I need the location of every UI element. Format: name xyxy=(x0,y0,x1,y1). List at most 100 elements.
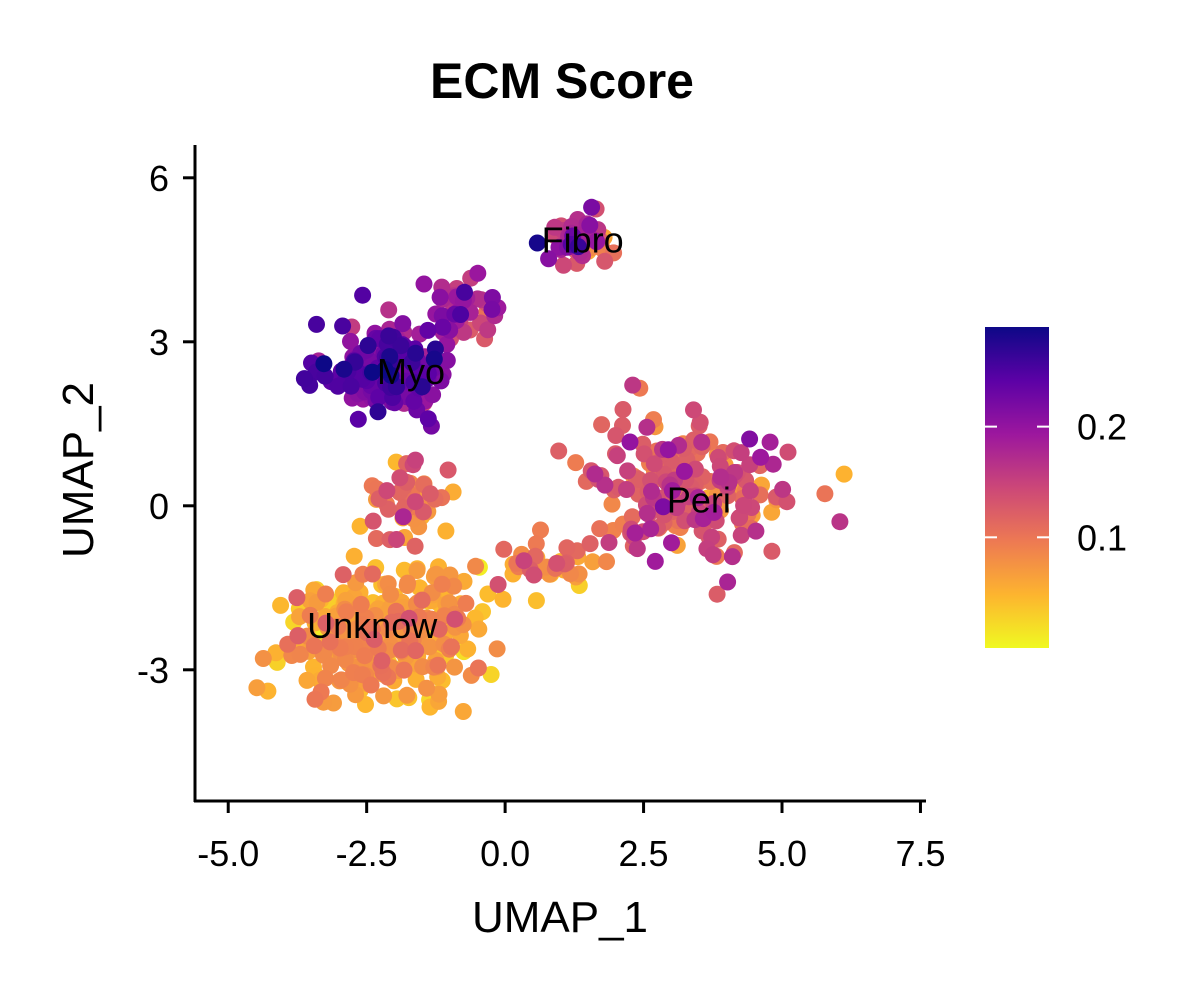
scatter-point xyxy=(593,416,611,434)
scatter-point xyxy=(406,537,424,555)
cluster-label-fibro: Fibro xyxy=(542,220,624,261)
scatter-point xyxy=(298,671,316,689)
scatter-point xyxy=(708,585,726,603)
scatter-point xyxy=(467,557,485,575)
scatter-point xyxy=(391,469,409,487)
scatter-point xyxy=(291,645,309,663)
scatter-point xyxy=(719,573,737,591)
scatter-point xyxy=(362,676,380,694)
scatter-point xyxy=(446,610,464,628)
scatter-point xyxy=(406,493,424,511)
scatter-point xyxy=(437,522,455,540)
scatter-point xyxy=(638,504,656,522)
scatter-point xyxy=(345,547,363,565)
scatter-point xyxy=(272,596,290,614)
scatter-point xyxy=(626,524,644,542)
scatter-point xyxy=(288,589,306,607)
y-tick-label: 0 xyxy=(149,486,169,527)
scatter-point xyxy=(407,642,425,660)
scatter-point xyxy=(395,661,413,679)
scatter-point xyxy=(732,526,750,544)
scatter-point xyxy=(527,535,545,553)
scatter-point xyxy=(548,554,566,572)
scatter-point xyxy=(712,468,730,486)
scatter-point xyxy=(693,433,711,451)
scatter-point xyxy=(413,378,431,396)
scatter-point xyxy=(352,595,370,613)
scatter-point xyxy=(394,508,412,526)
scatter-points xyxy=(248,198,853,720)
scatter-point xyxy=(607,427,625,444)
scatter-point xyxy=(483,300,501,318)
scatter-point xyxy=(645,455,663,473)
scatter-point xyxy=(306,690,324,708)
scatter-point xyxy=(584,553,602,571)
scatter-point xyxy=(525,566,543,584)
scatter-point xyxy=(359,337,377,354)
scatter-point xyxy=(413,591,431,609)
scatter-point xyxy=(747,522,765,540)
scatter-point xyxy=(732,444,750,462)
colorbar-legend: 0.1 0.2 xyxy=(985,327,1127,648)
scatter-point xyxy=(363,363,381,381)
scatter-point xyxy=(398,686,416,704)
scatter-point xyxy=(438,352,456,369)
scatter-point xyxy=(378,482,396,500)
scatter-point xyxy=(356,647,374,665)
scatter-point xyxy=(581,216,599,234)
scatter-point xyxy=(741,430,759,448)
scatter-point xyxy=(581,535,599,553)
scatter-point xyxy=(439,461,457,479)
scatter-point xyxy=(614,401,632,418)
scatter-point xyxy=(596,476,614,494)
scatter-point xyxy=(774,480,792,498)
scatter-point xyxy=(628,540,646,558)
scatter-point xyxy=(659,441,677,459)
scatter-point xyxy=(430,620,448,638)
scatter-point xyxy=(831,513,849,531)
scatter-point xyxy=(367,530,385,547)
cluster-label-unknow: Unknow xyxy=(307,605,438,646)
scatter-point xyxy=(469,659,487,677)
scatter-point xyxy=(488,640,506,658)
scatter-point xyxy=(479,321,497,339)
scatter-point xyxy=(600,534,618,551)
scatter-point xyxy=(380,301,398,319)
x-axis-ticks: -5.0 -2.5 0.0 2.5 5.0 7.5 xyxy=(197,801,945,874)
scatter-point xyxy=(382,585,400,603)
scatter-point xyxy=(459,640,477,658)
x-tick-label: -5.0 xyxy=(197,833,259,874)
scatter-point xyxy=(558,539,576,557)
scatter-point xyxy=(623,508,641,526)
scatter-point xyxy=(399,574,417,592)
scatter-point xyxy=(295,370,313,388)
scatter-point xyxy=(642,520,660,538)
scatter-point xyxy=(704,546,722,564)
cluster-label-peri: Peri xyxy=(667,479,731,520)
scatter-point xyxy=(316,669,334,687)
scatter-point xyxy=(443,638,460,656)
scatter-point xyxy=(254,650,272,667)
scatter-point xyxy=(431,288,449,306)
y-axis-title: UMAP_2 xyxy=(54,382,103,558)
scatter-point xyxy=(741,482,759,500)
x-tick-label: 7.5 xyxy=(895,833,945,874)
scatter-point xyxy=(434,318,452,336)
scatter-point xyxy=(583,198,601,216)
scatter-point xyxy=(555,256,572,274)
scatter-point xyxy=(528,234,546,252)
scatter-point xyxy=(668,499,686,517)
scatter-point xyxy=(654,498,672,516)
scatter-point xyxy=(329,377,347,395)
scatter-point xyxy=(349,410,367,428)
scatter-point xyxy=(415,275,433,293)
x-axis-title: UMAP_1 xyxy=(472,893,648,942)
cluster-labels: Fibro Myo Peri Unknow xyxy=(307,220,731,646)
scatter-point xyxy=(364,565,381,583)
scatter-point xyxy=(332,671,350,689)
scatter-point xyxy=(316,367,334,385)
scatter-point xyxy=(816,485,834,503)
scatter-point xyxy=(370,388,388,406)
scatter-point xyxy=(419,410,437,428)
scatter-point xyxy=(591,520,609,538)
